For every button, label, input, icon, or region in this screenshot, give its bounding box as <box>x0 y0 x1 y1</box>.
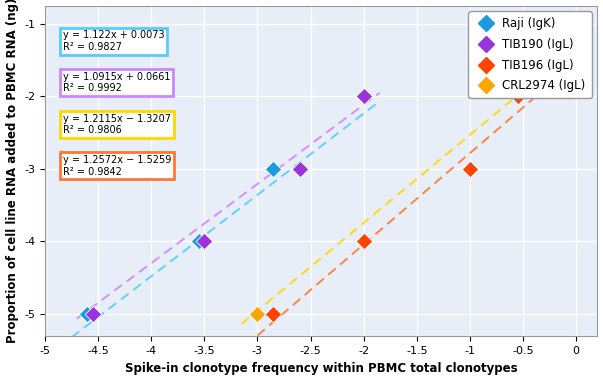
Y-axis label: Proportion of cell line RNA added to PBMC RNA (ng): Proportion of cell line RNA added to PBM… <box>5 0 19 343</box>
Point <box>268 311 278 317</box>
Point <box>200 239 209 245</box>
Point <box>359 239 368 245</box>
Point <box>83 311 92 317</box>
Text: y = 1.2115x − 1.3207
R² = 0.9806: y = 1.2115x − 1.3207 R² = 0.9806 <box>63 114 171 135</box>
Point <box>513 93 523 99</box>
Point <box>88 311 98 317</box>
Point <box>295 166 305 172</box>
Point <box>268 166 278 172</box>
Point <box>465 166 475 172</box>
Legend: Raji (IgK), TIB190 (IgL), TIB196 (IgL), CRL2974 (IgL): Raji (IgK), TIB190 (IgL), TIB196 (IgL), … <box>468 11 592 98</box>
Point <box>253 311 262 317</box>
Point <box>465 166 475 172</box>
Point <box>359 93 368 99</box>
Point <box>513 93 523 99</box>
Text: y = 1.2572x − 1.5259
R² = 0.9842: y = 1.2572x − 1.5259 R² = 0.9842 <box>63 155 171 177</box>
Text: y = 1.122x + 0.0073
R² = 0.9827: y = 1.122x + 0.0073 R² = 0.9827 <box>63 30 165 52</box>
X-axis label: Spike-in clonotype frequency within PBMC total clonotypes: Spike-in clonotype frequency within PBMC… <box>125 362 517 375</box>
Text: y = 1.0915x + 0.0661
R² = 0.9992: y = 1.0915x + 0.0661 R² = 0.9992 <box>63 72 171 93</box>
Point <box>194 239 204 245</box>
Point <box>359 239 368 245</box>
Point <box>359 93 368 99</box>
